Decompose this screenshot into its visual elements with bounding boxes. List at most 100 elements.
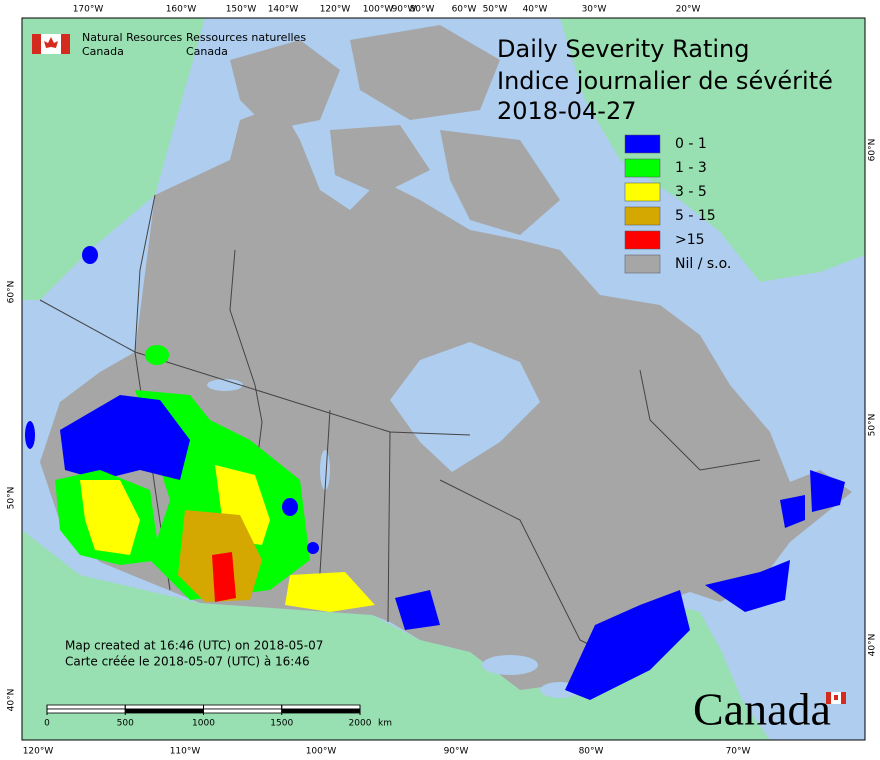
lon-label: 30°W [582,5,607,15]
credit: Carte créée le 2018-05-07 (UTC) à 16:46 [65,655,310,669]
severity-area [60,395,190,480]
lon-label: 100°W [363,5,394,15]
lon-label: 80°W [410,5,435,15]
severity-area [212,552,236,602]
legend-swatch [624,254,661,274]
graticule-bottom: 120°W 110°W 100°W 90°W 80°W 70°W [23,747,751,757]
legend: 0 - 1 1 - 3 3 - 5 5 - 15 >15 Nil / s.o. [624,134,731,274]
maple-leaf [44,37,58,48]
severity-area [810,470,845,512]
legend-label: 3 - 5 [675,184,707,200]
map-body [22,18,865,740]
lon-label: 80°W [579,747,604,757]
severity-area [565,590,690,700]
wordmark: Canada [693,684,831,735]
lon-label: 120°W [320,5,351,15]
legend-swatch [624,206,661,226]
legend-label: 0 - 1 [675,136,707,152]
flag-bar [32,34,41,54]
severity-area [145,345,169,365]
scale-label: 0 [44,719,50,729]
lon-label: 100°W [306,747,337,757]
legend-swatch [624,230,661,250]
severity-area [82,246,98,264]
boundary [134,194,156,353]
severity-area [395,590,440,630]
scale-segment [124,708,204,714]
nrcan-signature: Natural Resources Canada Ressources natu… [32,31,306,58]
lon-label: 40°W [523,5,548,15]
lon-label: 150°W [226,5,257,15]
alaska [22,18,205,300]
legend-label: 5 - 15 [675,208,716,224]
maple-leaf [834,695,838,700]
credit: Map created at 16:46 (UTC) on 2018-05-07 [65,639,323,653]
arctic-island [250,160,310,215]
legend-label: >15 [675,232,705,248]
lon-label: 90°W [444,747,469,757]
severity-area [80,480,140,555]
lake [482,655,538,675]
lake [207,379,243,391]
flag-bar [841,692,846,704]
lon-label: 20°W [676,5,701,15]
lon-label: 70°W [726,747,751,757]
graticule-right: 60°N 50°N 40°N [868,139,878,657]
lon-label: 120°W [23,747,54,757]
legend-swatch [624,134,661,154]
scale-segment [281,708,361,714]
lon-label: 160°W [166,5,197,15]
lat-label: 40°N [868,634,878,657]
map-frame [21,17,866,741]
graticule-left: 60°N 50°N 40°N [7,281,17,712]
arctic-island [230,40,340,130]
agency-name: Canada [82,45,124,58]
scale-segment [203,704,283,710]
legend-swatch [624,182,661,202]
boundary [39,299,471,436]
date: 2018-04-27 [497,97,636,125]
scale-segment [203,708,283,714]
flag-bar [826,692,831,704]
scale-segment [281,704,361,710]
scale-segment [46,704,126,710]
severity-area [780,495,805,528]
legend-swatch [624,158,661,178]
arctic-island [330,125,430,195]
arctic-island [350,25,500,120]
boundary [229,249,256,386]
scale-segment [124,704,204,710]
scale-label: 1000 [192,719,215,729]
subtitle: Indice journalier de sévérité [497,67,833,95]
agency-name: Ressources naturelles [186,31,306,44]
scale-label: 2000 [349,719,372,729]
scale-segment [46,708,126,714]
scale-label: 500 [117,719,134,729]
severity-area [282,498,298,516]
lat-label: 50°N [7,487,17,510]
boundary [387,431,391,623]
lat-label: 50°N [868,414,878,437]
severity-area [25,421,35,449]
arctic-island [440,130,560,235]
lon-label: 170°W [73,5,104,15]
severity-area [307,542,319,554]
lake [320,450,330,490]
lon-label: 110°W [170,747,201,757]
lon-label: 50°W [483,5,508,15]
greenland [560,18,865,282]
scale-label: 1500 [270,719,293,729]
lon-label: 60°W [452,5,477,15]
lat-label: 40°N [7,689,17,712]
scale-unit: km [378,719,392,729]
lat-label: 60°N [868,139,878,162]
boundary [639,369,761,471]
boundary [317,409,331,606]
flag-bar [61,34,70,54]
lon-label: 90°W [392,5,417,15]
severity-area [285,572,375,612]
legend-label: 1 - 3 [675,160,707,176]
title: Daily Severity Rating [497,35,749,63]
